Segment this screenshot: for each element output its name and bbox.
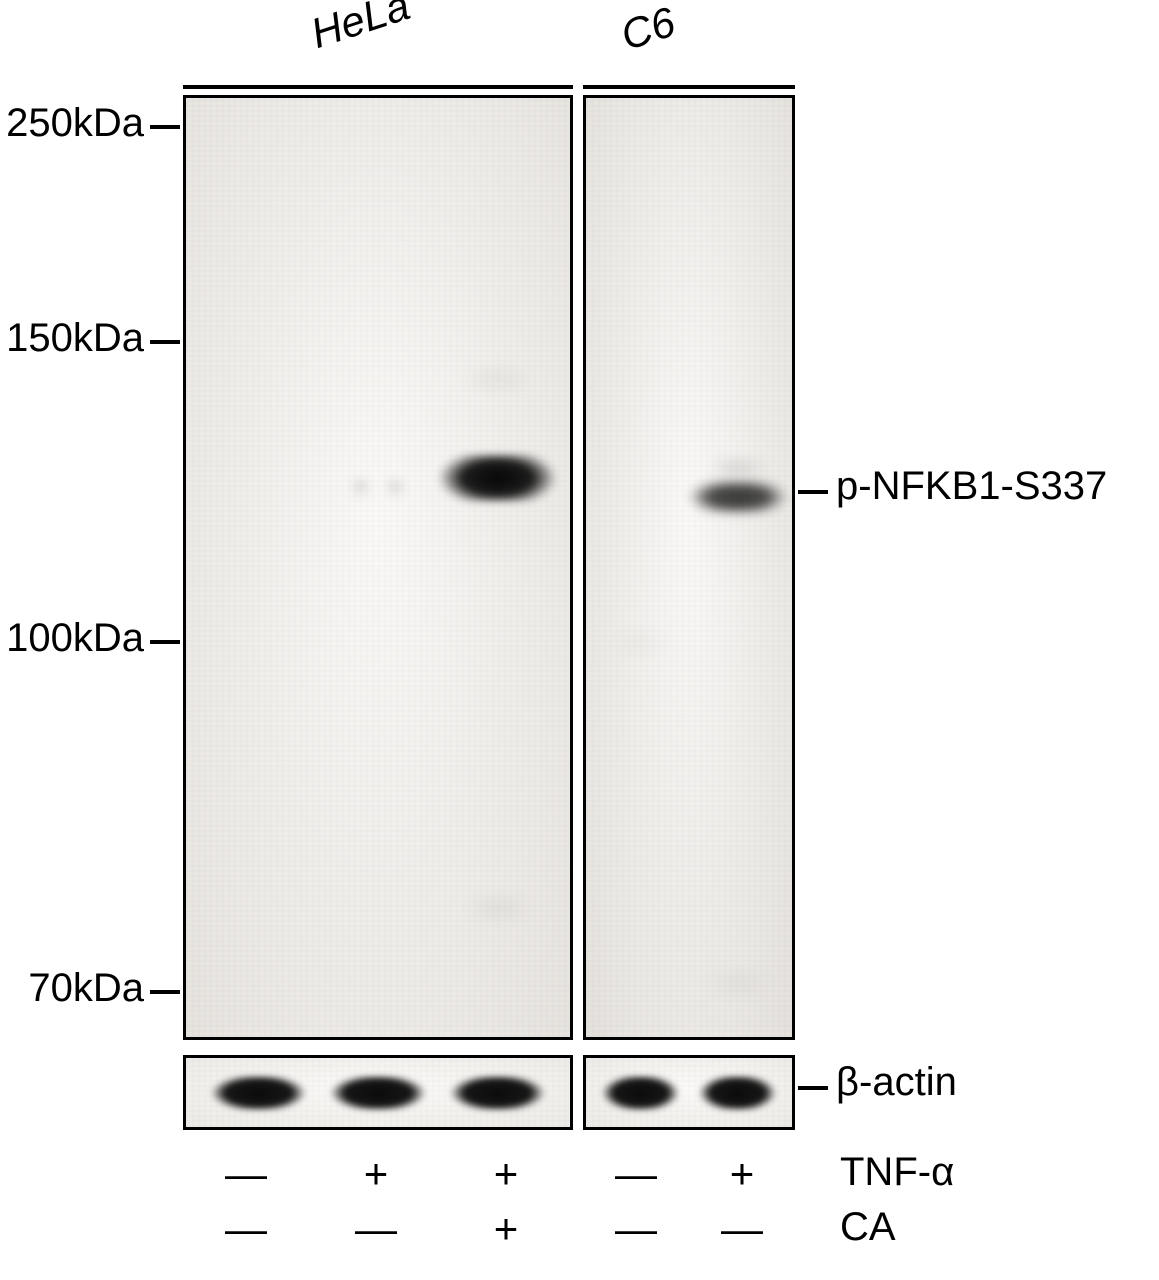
mw-label-2: 100kDa <box>0 616 144 661</box>
treatment-cell: + <box>346 1150 406 1198</box>
treatment-cell: — <box>216 1205 276 1253</box>
film-noise <box>186 98 570 1037</box>
header-label-0: HeLa <box>305 0 415 58</box>
film-noise <box>186 1058 570 1127</box>
treatment-cell: + <box>476 1150 536 1198</box>
mw-tick-1 <box>150 340 180 344</box>
treatment-cell: — <box>216 1150 276 1198</box>
target-label-0: p-NFKB1-S337 <box>836 464 1107 509</box>
target-label-1: β-actin <box>836 1060 957 1105</box>
mw-label-3: 70kDa <box>0 966 144 1011</box>
target-tick-0 <box>798 490 828 494</box>
target-tick-1 <box>798 1086 828 1090</box>
mw-tick-2 <box>150 640 180 644</box>
treatment-cell: + <box>476 1205 536 1253</box>
blot-hela-main <box>183 95 573 1040</box>
mw-label-1: 150kDa <box>0 316 144 361</box>
treatment-cell: + <box>712 1150 772 1198</box>
film-noise <box>586 98 792 1037</box>
mw-tick-3 <box>150 990 180 994</box>
blot-c6-main <box>583 95 795 1040</box>
figure-root: HeLa C6 250kDa 150kDa 100kDa 70kDa p-NFKB1-S33… <box>0 0 1159 1280</box>
blot-c6-actin <box>583 1055 795 1130</box>
mw-tick-0 <box>150 125 180 129</box>
treatment-cell: — <box>606 1205 666 1253</box>
treatment-cell: — <box>712 1205 772 1253</box>
header-label-1: C6 <box>615 0 681 60</box>
treatment-cell: — <box>346 1205 406 1253</box>
blot-hela-actin <box>183 1055 573 1130</box>
header-line-0 <box>183 85 573 89</box>
treatment-cell: — <box>606 1150 666 1198</box>
treatment-row-label-1: CA <box>840 1205 896 1250</box>
treatment-row-label-0: TNF-α <box>840 1150 954 1195</box>
header-line-1 <box>583 85 795 89</box>
mw-label-0: 250kDa <box>0 101 144 146</box>
film-noise <box>586 1058 792 1127</box>
